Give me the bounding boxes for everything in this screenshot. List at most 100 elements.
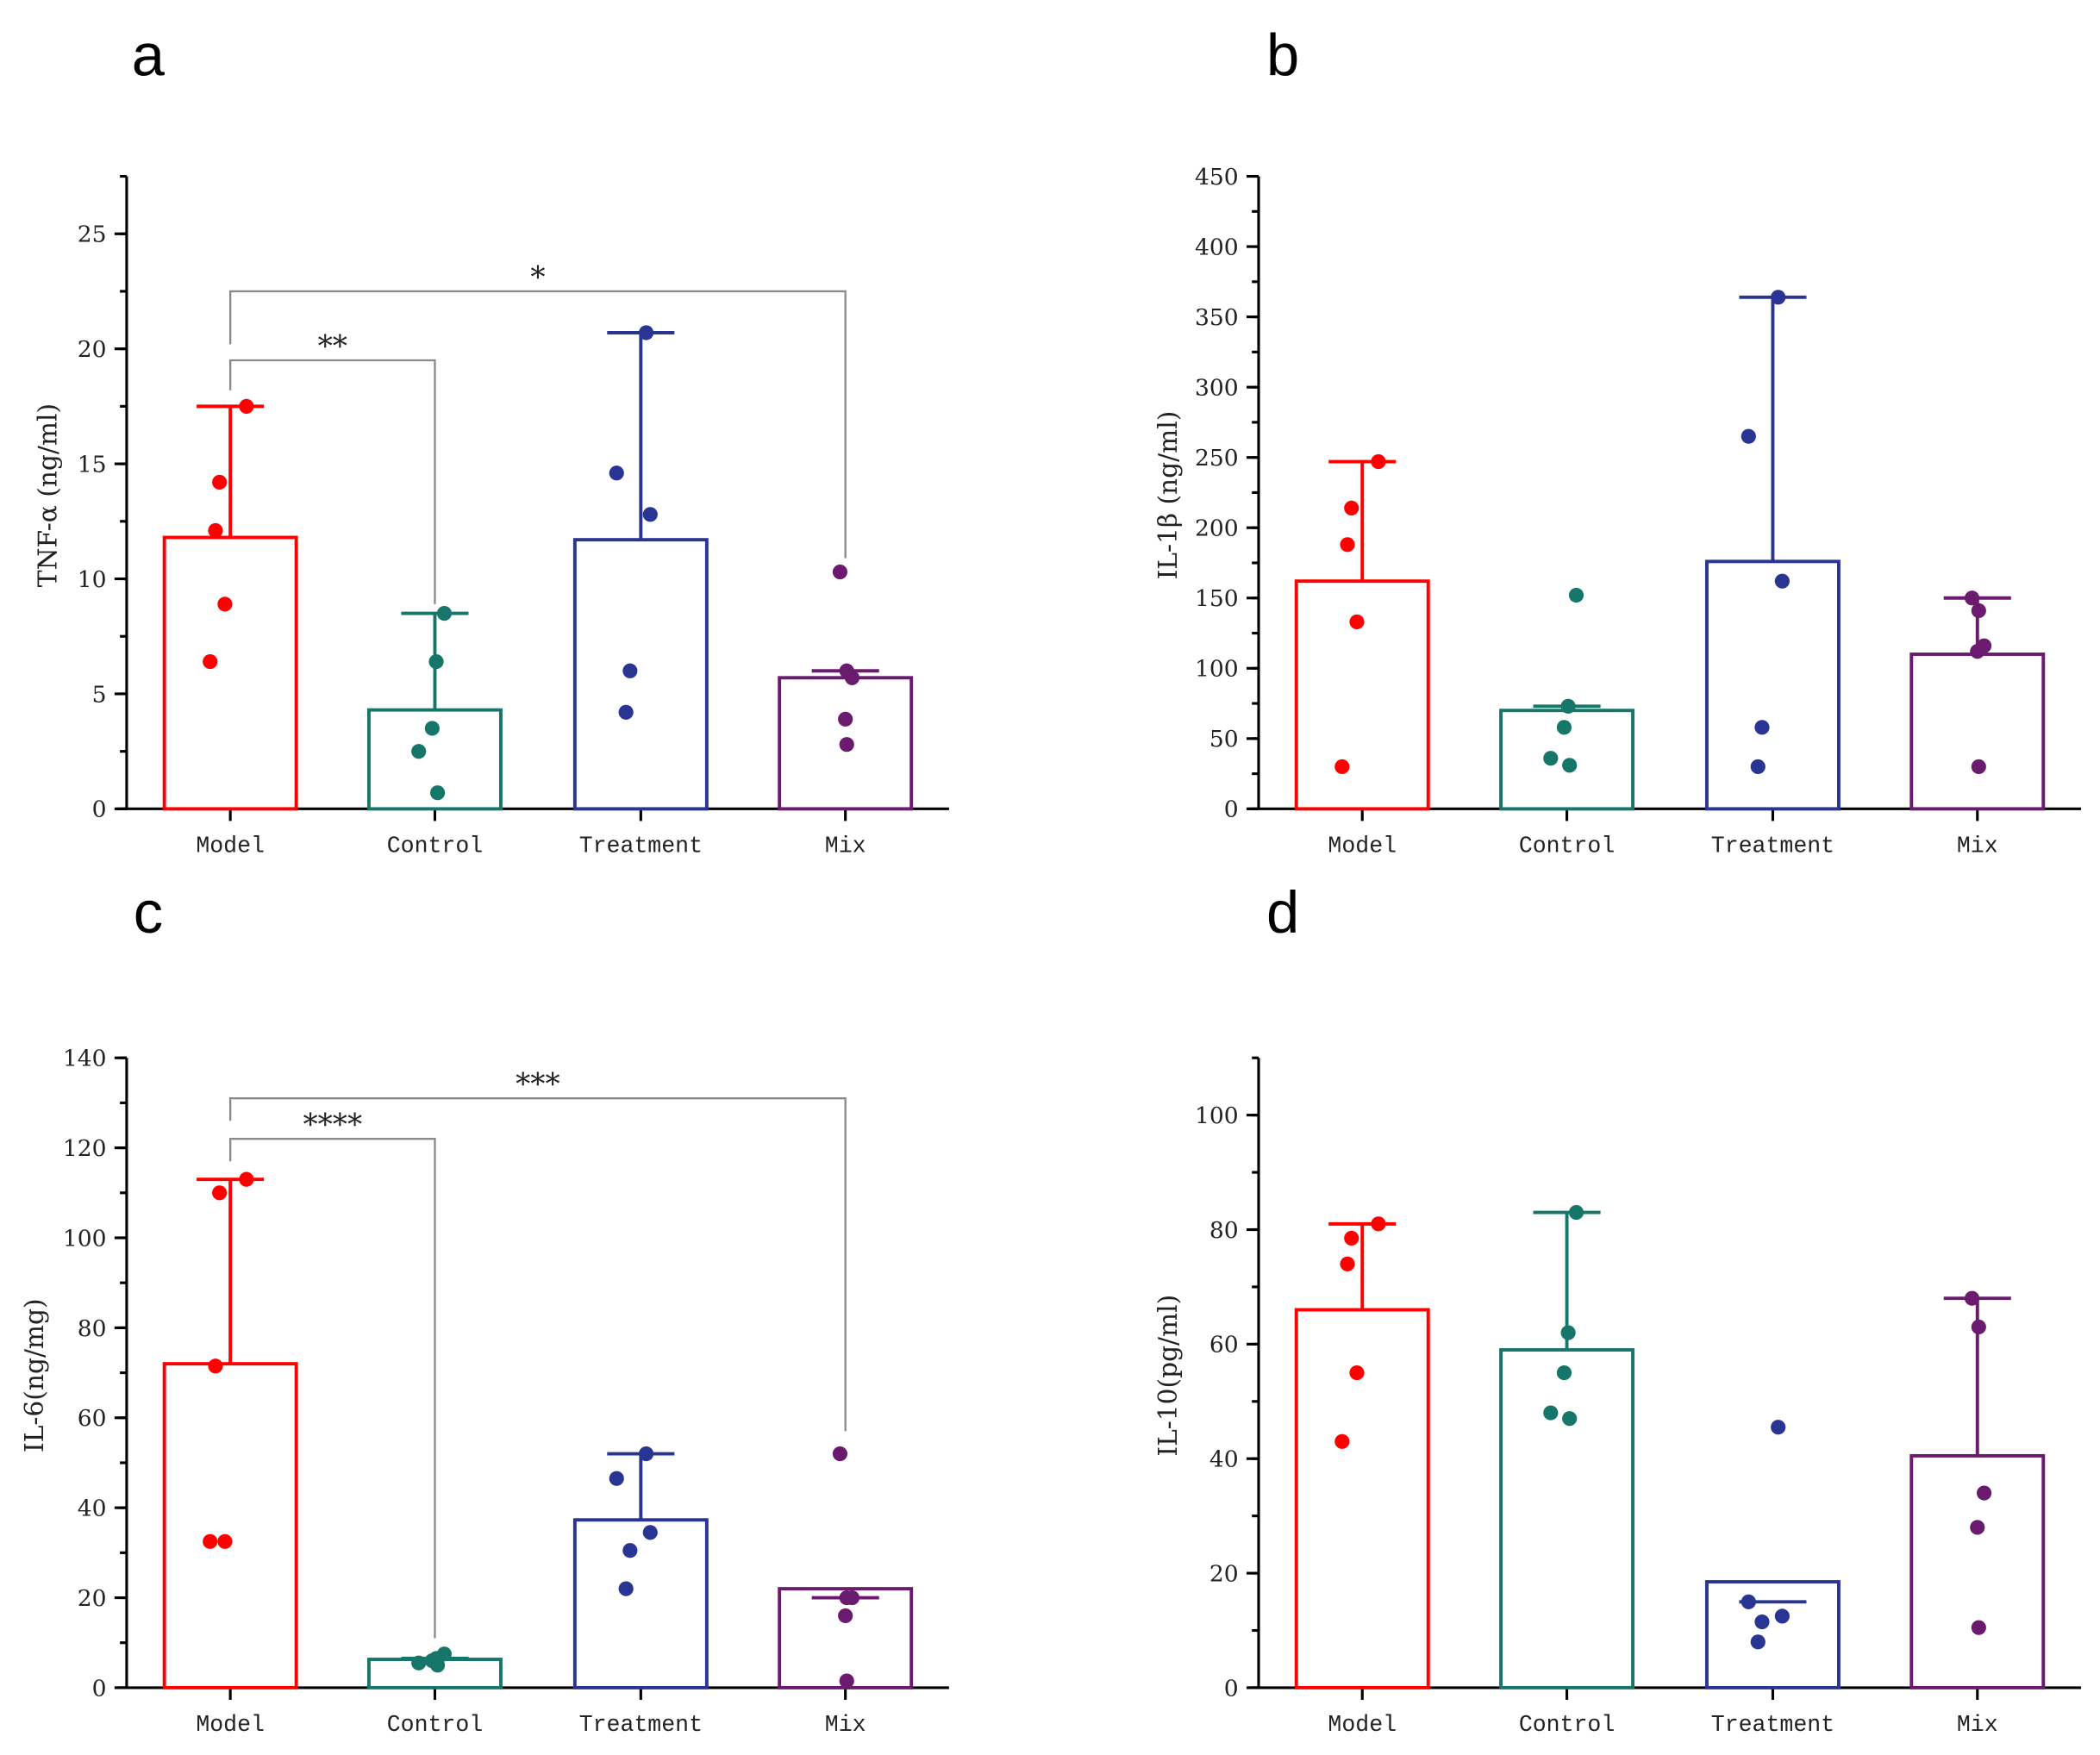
data-point — [1344, 1230, 1359, 1246]
data-point — [1560, 698, 1576, 714]
data-point — [212, 474, 228, 490]
x-tick-label: Mix — [825, 833, 866, 859]
data-point — [208, 522, 223, 539]
data-point — [1754, 1614, 1770, 1630]
y-tick-label: 150 — [1195, 585, 1239, 612]
x-tick-label: Control — [387, 1712, 483, 1738]
data-point — [839, 737, 854, 753]
x-tick-label: Mix — [1957, 833, 1998, 859]
data-point — [1543, 751, 1559, 766]
y-tick-label: 250 — [1195, 445, 1239, 472]
data-point — [622, 1543, 638, 1558]
x-tick-label: Control — [1519, 833, 1615, 859]
panel-a: a 0 5 10 15 20 25 TNF-α (ng/ml) Model Control Trea… — [33, 22, 949, 859]
data-point — [1754, 720, 1770, 735]
panel-label: d — [1266, 879, 1299, 946]
significance-bracket — [228, 1097, 847, 1432]
data-point — [208, 1358, 223, 1374]
data-point — [1976, 1485, 1992, 1501]
y-tick-label: 50 — [1209, 726, 1239, 753]
data-point — [1971, 603, 1986, 619]
data-point — [428, 654, 444, 670]
data-point — [1774, 1608, 1790, 1624]
data-point — [1562, 1411, 1578, 1427]
y-tick-label: 0 — [92, 1675, 107, 1702]
x-tick-label: Treatment — [579, 833, 703, 859]
significance-label: ** — [318, 329, 347, 364]
bar-treatment — [1704, 559, 1841, 811]
data-point — [1750, 1634, 1766, 1650]
y-tick-label: 0 — [1224, 796, 1239, 823]
data-point — [1971, 1620, 1986, 1635]
data-point — [832, 564, 848, 580]
y-tick-label: 20 — [78, 336, 107, 363]
bar-mix — [1909, 653, 2046, 811]
data-point — [1349, 614, 1365, 630]
data-point — [838, 1608, 853, 1624]
y-tick-label: 400 — [1195, 234, 1239, 260]
data-point — [436, 605, 452, 621]
data-point — [832, 1446, 848, 1462]
data-point — [1964, 1290, 1980, 1306]
data-point — [1970, 644, 1985, 659]
data-point — [1543, 1405, 1559, 1421]
significance-label: * — [530, 260, 545, 295]
data-point — [1568, 1204, 1584, 1221]
panel-label: b — [1266, 22, 1299, 88]
y-tick-label: 0 — [1224, 1675, 1239, 1702]
data-point — [639, 1446, 654, 1462]
data-point — [1556, 720, 1572, 735]
data-point — [239, 398, 254, 414]
y-tick-label: 40 — [78, 1496, 107, 1522]
data-point — [839, 1673, 854, 1689]
data-point — [411, 1655, 427, 1671]
data-point — [642, 1525, 658, 1540]
data-point — [639, 325, 654, 340]
y-tick-label: 120 — [63, 1135, 107, 1162]
x-tick-label: Model — [1328, 1712, 1397, 1738]
x-tick-label: Mix — [1957, 1712, 1998, 1738]
data-point — [1560, 1325, 1576, 1340]
data-point — [1334, 1433, 1350, 1449]
data-point — [838, 711, 853, 727]
data-point — [1771, 290, 1786, 305]
bar-treatment — [572, 1518, 709, 1689]
data-point — [1971, 759, 1986, 775]
y-tick-label: 5 — [92, 681, 107, 708]
y-tick-label: 80 — [1209, 1217, 1239, 1244]
data-point — [1562, 758, 1578, 773]
data-point — [1340, 1256, 1355, 1271]
y-tick-label: 60 — [78, 1405, 107, 1432]
data-point — [622, 663, 638, 678]
y-tick-label: 25 — [78, 222, 107, 248]
data-point — [1741, 428, 1756, 444]
panel-label: a — [132, 22, 166, 88]
y-tick-label: 100 — [63, 1225, 107, 1252]
y-axis-label: TNF-α (ng/ml) — [33, 403, 63, 587]
x-tick-label: Mix — [825, 1712, 866, 1738]
y-tick-label: 60 — [1209, 1332, 1239, 1358]
data-point — [1344, 500, 1359, 515]
data-point — [1771, 1420, 1786, 1435]
significance-bracket — [228, 290, 847, 559]
data-point — [844, 1589, 860, 1606]
data-point — [1774, 573, 1790, 589]
y-tick-label: 20 — [1209, 1560, 1239, 1587]
y-tick-label: 20 — [78, 1585, 107, 1612]
significance-bracket — [228, 1137, 436, 1639]
bar-model — [1294, 579, 1430, 811]
bar-model — [162, 1362, 298, 1689]
x-tick-label: Model — [196, 1712, 265, 1738]
y-tick-label: 15 — [78, 451, 107, 478]
y-tick-label: 100 — [1195, 656, 1239, 683]
x-tick-label: Model — [1328, 833, 1397, 859]
x-tick-label: Model — [196, 833, 265, 859]
y-tick-label: 10 — [78, 566, 107, 593]
bar-model — [162, 535, 298, 811]
data-point — [1741, 1594, 1756, 1609]
data-point — [1334, 759, 1350, 775]
data-point — [429, 1658, 446, 1673]
bar-treatment — [572, 538, 709, 811]
data-point — [212, 1185, 228, 1201]
panel-label: c — [134, 879, 163, 946]
